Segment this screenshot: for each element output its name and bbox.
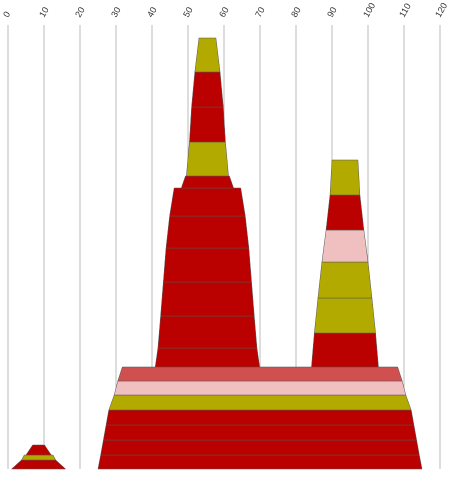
x-tick-label: 10 bbox=[37, 5, 51, 19]
pyramid-layer bbox=[103, 424, 417, 441]
pyramid-layer bbox=[97, 454, 423, 470]
x-tick-label: 70 bbox=[253, 5, 267, 19]
pyramid-layer bbox=[157, 315, 258, 349]
pyramid-layer bbox=[154, 347, 260, 368]
x-tick-label: 80 bbox=[289, 5, 303, 19]
pyramid-layer bbox=[314, 297, 376, 334]
pyramid-layer bbox=[10, 459, 67, 470]
pyramid-layer bbox=[189, 106, 226, 143]
pyramid-layer bbox=[311, 332, 379, 368]
pyramid-layer bbox=[321, 229, 369, 263]
x-tick-label: 100 bbox=[361, 1, 377, 19]
x-tick-label: 110 bbox=[397, 2, 413, 19]
x-tick-label: 50 bbox=[181, 5, 195, 19]
pyramid-layer bbox=[21, 454, 57, 461]
pyramid-layer bbox=[108, 394, 412, 411]
pyramid-layer bbox=[160, 281, 255, 317]
x-tick-label: 20 bbox=[73, 5, 87, 19]
x-tick-label: 0 bbox=[1, 10, 12, 19]
pyramid-layer bbox=[180, 175, 234, 189]
x-tick-label: 120 bbox=[433, 1, 449, 19]
x-tick-label: 30 bbox=[109, 5, 123, 19]
pyramid-layer bbox=[191, 71, 224, 108]
pyramid-layer bbox=[163, 247, 252, 283]
pyramid-layer bbox=[113, 380, 407, 396]
pyramid-layer bbox=[25, 444, 52, 456]
pyramid-layer bbox=[325, 194, 365, 231]
pyramid-layer bbox=[194, 37, 221, 73]
pyramid-layer bbox=[329, 159, 361, 196]
pyramid-layer bbox=[117, 366, 403, 382]
pyramid-layer bbox=[100, 439, 420, 456]
pyramid-layer bbox=[317, 261, 373, 299]
pyramid-layer bbox=[169, 187, 246, 217]
pyramid-layer bbox=[165, 215, 250, 249]
x-tick-label: 90 bbox=[325, 5, 339, 19]
x-tick-label: 60 bbox=[217, 5, 231, 19]
pyramid-layer bbox=[105, 409, 415, 426]
pyramid-layer bbox=[186, 141, 229, 177]
x-tick-label: 40 bbox=[145, 5, 159, 19]
